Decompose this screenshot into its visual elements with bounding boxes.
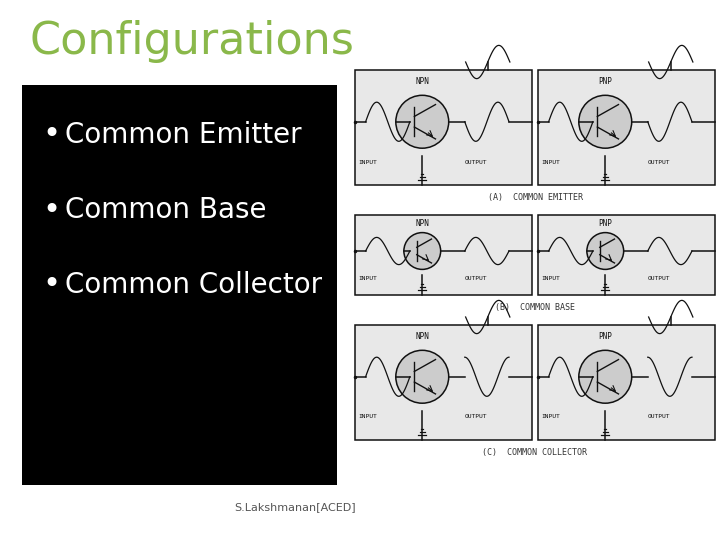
Text: •: • xyxy=(42,195,60,225)
Text: OUTPUT: OUTPUT xyxy=(464,276,487,281)
Bar xyxy=(538,70,715,185)
Text: (A)  COMMON EMITTER: (A) COMMON EMITTER xyxy=(487,193,582,202)
Text: •: • xyxy=(42,120,60,150)
Text: NPN: NPN xyxy=(415,332,429,341)
Bar xyxy=(355,325,532,440)
Bar xyxy=(538,325,715,440)
Text: S.Lakshmanan[ACED]: S.Lakshmanan[ACED] xyxy=(234,502,356,512)
Bar xyxy=(538,215,715,295)
Bar xyxy=(355,70,532,185)
Text: OUTPUT: OUTPUT xyxy=(464,159,487,165)
Text: INPUT: INPUT xyxy=(359,276,377,281)
Text: INPUT: INPUT xyxy=(541,415,560,420)
Text: Configurations: Configurations xyxy=(30,20,355,63)
Text: OUTPUT: OUTPUT xyxy=(648,415,670,420)
Bar xyxy=(22,85,337,485)
Text: OUTPUT: OUTPUT xyxy=(648,276,670,281)
Text: Common Base: Common Base xyxy=(65,196,266,224)
Circle shape xyxy=(404,233,441,269)
Text: PNP: PNP xyxy=(598,332,612,341)
Text: INPUT: INPUT xyxy=(359,159,377,165)
Text: NPN: NPN xyxy=(415,219,429,227)
Circle shape xyxy=(396,95,449,148)
Text: NPN: NPN xyxy=(415,77,429,86)
Text: OUTPUT: OUTPUT xyxy=(464,415,487,420)
Text: PNP: PNP xyxy=(598,219,612,227)
Text: (C)  COMMON COLLECTOR: (C) COMMON COLLECTOR xyxy=(482,448,588,457)
Text: Common Emitter: Common Emitter xyxy=(65,121,302,149)
Text: PNP: PNP xyxy=(598,77,612,86)
Text: OUTPUT: OUTPUT xyxy=(648,159,670,165)
Text: Common Collector: Common Collector xyxy=(65,271,322,299)
Text: INPUT: INPUT xyxy=(541,159,560,165)
Bar xyxy=(355,215,532,295)
Text: •: • xyxy=(42,271,60,300)
Circle shape xyxy=(579,350,631,403)
Text: INPUT: INPUT xyxy=(359,415,377,420)
Circle shape xyxy=(579,95,631,148)
Text: (B)  COMMON BASE: (B) COMMON BASE xyxy=(495,303,575,312)
Circle shape xyxy=(396,350,449,403)
Text: INPUT: INPUT xyxy=(541,276,560,281)
Circle shape xyxy=(587,233,624,269)
